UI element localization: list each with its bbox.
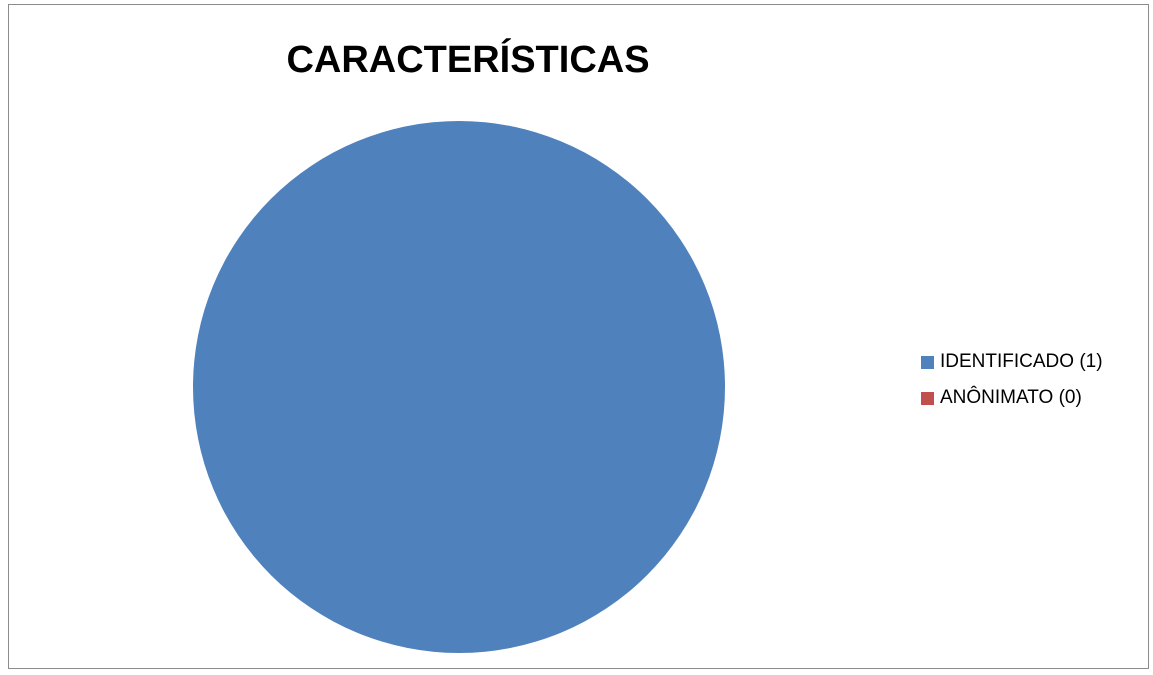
legend: IDENTIFICADO (1) ANÔNIMATO (0) xyxy=(921,351,1103,423)
pie-slice-identificado xyxy=(193,121,725,653)
legend-swatch-anonimato xyxy=(921,391,934,405)
legend-item-anonimato: ANÔNIMATO (0) xyxy=(921,387,1103,409)
pie-slices xyxy=(193,121,725,653)
pie-chart xyxy=(193,121,725,653)
legend-item-identificado: IDENTIFICADO (1) xyxy=(921,351,1103,373)
legend-label-identificado: IDENTIFICADO (1) xyxy=(940,351,1103,372)
legend-label-anonimato: ANÔNIMATO (0) xyxy=(940,387,1082,408)
legend-swatch-identificado xyxy=(921,355,934,369)
chart-title: CARACTERÍSTICAS xyxy=(286,39,650,81)
chart-frame: CARACTERÍSTICAS IDENTIFICADO (1) ANÔNIMA… xyxy=(8,4,1149,669)
